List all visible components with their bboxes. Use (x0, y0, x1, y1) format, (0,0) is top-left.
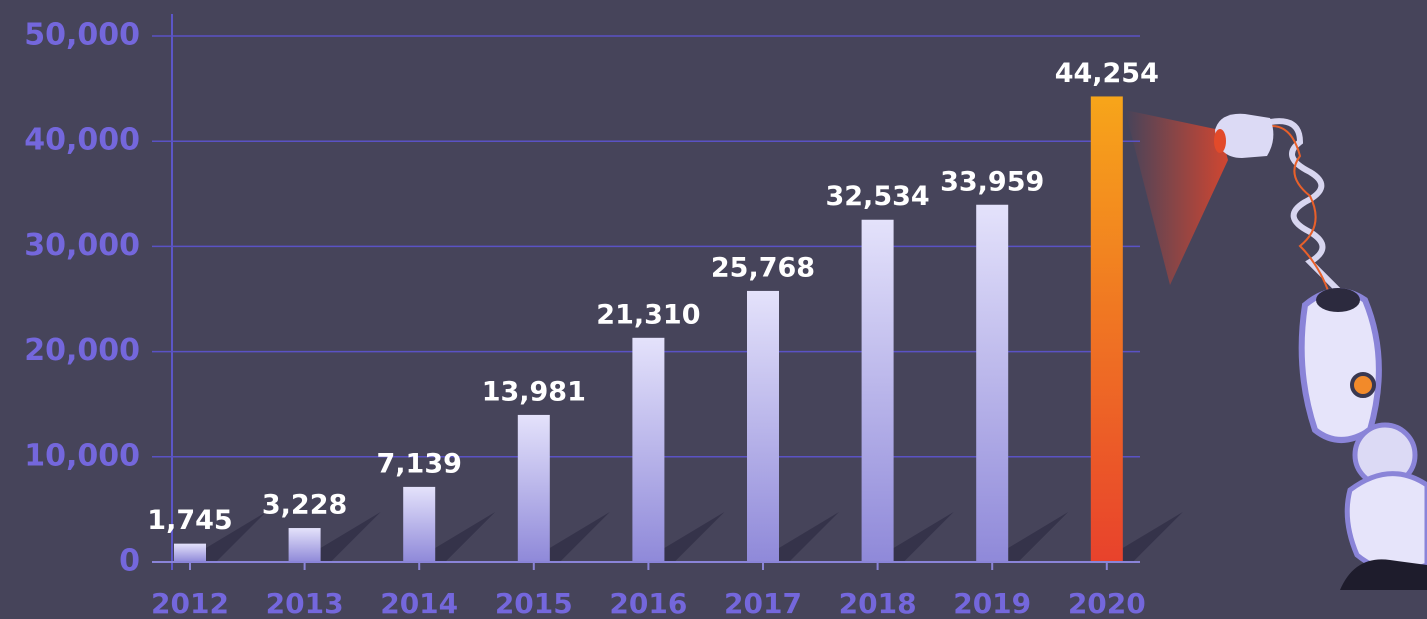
bar-shadow (893, 512, 954, 562)
value-label: 7,139 (376, 448, 461, 479)
x-tick-label: 2015 (495, 587, 573, 619)
y-tick-label: 30,000 (24, 228, 140, 263)
x-tick-label: 2018 (839, 587, 917, 619)
bar-shadow (779, 512, 839, 562)
y-tick-label: 10,000 (24, 438, 140, 473)
bar-shadow (664, 512, 725, 562)
robot-illustration (1125, 110, 1427, 590)
arm-socket (1316, 288, 1360, 312)
y-tick-label: 50,000 (24, 18, 140, 53)
value-label: 32,534 (825, 181, 929, 212)
value-label: 1,745 (147, 505, 232, 536)
value-label: 13,981 (482, 376, 586, 407)
x-tick-label: 2019 (953, 587, 1031, 619)
bar (1090, 96, 1123, 562)
value-label: 44,254 (1055, 58, 1159, 89)
bar (861, 219, 894, 563)
x-tick-label: 2013 (266, 587, 344, 619)
x-tick-label: 2017 (724, 587, 802, 619)
robot-arm (1298, 288, 1382, 443)
bar-shadow (549, 512, 610, 562)
robot-base (1344, 471, 1427, 574)
x-tick-label: 2016 (609, 587, 687, 619)
bar-shadow (1122, 512, 1183, 562)
cable (1269, 118, 1343, 295)
y-tick-label: 20,000 (24, 333, 140, 368)
bar (747, 290, 779, 562)
bar (403, 486, 436, 562)
bar-shadow (435, 512, 496, 562)
y-tick-label: 0 (119, 544, 140, 579)
bar (976, 204, 1009, 562)
wire (1271, 125, 1331, 297)
x-tick-label: 2020 (1068, 587, 1146, 619)
value-label: 3,228 (262, 490, 347, 521)
bar (288, 528, 321, 562)
bar (174, 543, 206, 562)
bar-shadow (206, 512, 266, 562)
lamp-light (1214, 129, 1226, 153)
bar-shadow (1008, 512, 1069, 562)
value-label: 33,959 (940, 166, 1044, 197)
y-tick-label: 40,000 (24, 123, 140, 158)
bar (517, 414, 550, 562)
lamp (1215, 113, 1274, 158)
bar (632, 337, 665, 562)
arm-light (1350, 372, 1376, 398)
value-label: 25,768 (711, 252, 815, 283)
light-beam (1125, 110, 1228, 285)
value-label: 21,310 (596, 299, 700, 330)
bar-shadow (320, 512, 381, 562)
x-tick-label: 2014 (380, 587, 458, 619)
foot (1340, 559, 1427, 590)
x-tick-label: 2012 (151, 587, 229, 619)
